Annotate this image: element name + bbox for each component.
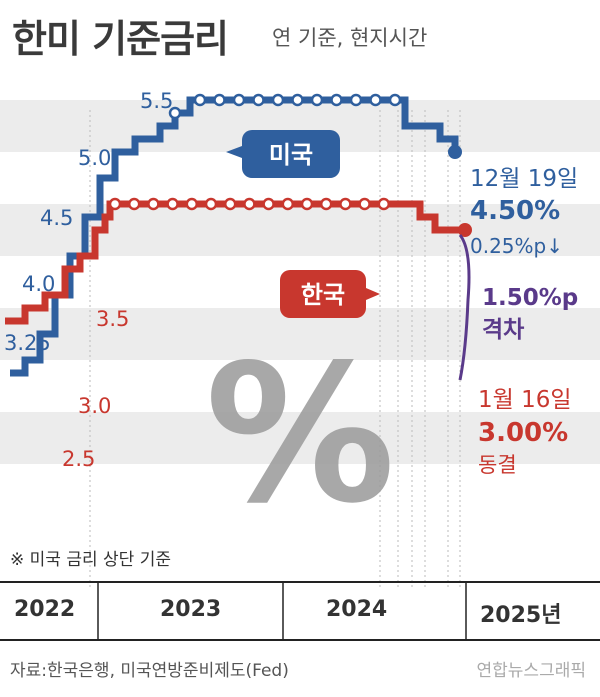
korea-point [319,197,333,211]
korea-final-value: 3.00% [478,418,568,448]
korea-point [281,197,295,211]
korea-point [185,197,199,211]
us-final-value: 4.50% [470,196,560,226]
us-point [271,93,285,107]
us-tick-label: 3.25 [4,331,51,355]
us-point [232,93,246,107]
grid-band [0,412,600,464]
us-point [193,93,207,107]
korea-point [223,197,237,211]
us-point [349,93,363,107]
source-text: 자료:한국은행, 미국연방준비제도(Fed) [10,661,289,681]
year-label-2025: 2025년 [480,603,562,628]
korea-point [377,197,391,211]
us-legend-label: 미국 [269,141,313,169]
year-label-2023: 2023 [160,597,222,622]
gap-bracket [458,234,471,381]
year-label-2022: 2022 [14,597,76,622]
korea-tick-label: 3.5 [96,307,129,331]
us-point [388,93,402,107]
year-label-2024: 2024 [326,597,388,622]
us-point [291,93,304,107]
us-point [168,106,182,120]
korea-point [339,197,352,211]
us-final-date: 12월 19일 [470,166,578,192]
korea-point [243,197,256,211]
korea-point [300,197,314,211]
korea-point [262,197,275,211]
korea-final-date: 1월 16일 [478,387,572,413]
chart-title: 한미 기준금리 [12,17,229,61]
korea-point [204,197,218,211]
korea-rate-line [5,200,465,325]
us-point [310,93,324,107]
us-point [330,93,343,107]
us-tick-label: 4.5 [40,206,73,230]
gap-value: 1.50%p [482,285,578,311]
us-point [369,93,382,107]
korea-point [358,197,371,211]
korea-point [147,197,160,211]
korea-point [127,197,141,211]
us-final-point [448,145,462,159]
korea-callout [280,270,380,318]
korea-point [166,197,179,211]
gap-label: 격차 [482,317,524,343]
us-tick-label: 5.0 [78,146,111,170]
us-tick-label: 5.5 [140,89,173,113]
us-final-change: 0.25%p↓ [470,234,563,258]
percent-sign-graphic: % [205,324,395,545]
korea-point [108,197,122,211]
us-point [213,93,226,107]
chart-subtitle: 연 기준, 현지시간 [272,26,428,50]
footnote: ※ 미국 금리 상단 기준 [10,550,171,570]
us-callout [226,130,340,178]
us-rate-line [10,96,459,377]
us-tick-label: 4.0 [22,272,55,296]
us-point [252,93,265,107]
credit-text: 연합뉴스그래픽 [476,661,586,681]
korea-final-point [458,223,472,237]
korea-tick-label: 2.5 [62,447,95,471]
korea-tick-label: 3.0 [78,394,111,418]
korea-final-note: 동결 [478,453,517,477]
korea-legend-label: 한국 [301,281,345,309]
